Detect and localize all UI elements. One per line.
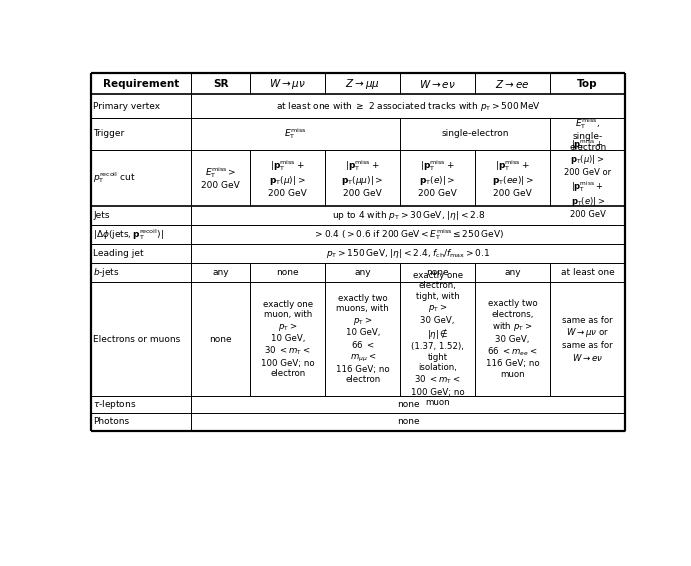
Text: $|\mathbf{p}_{\mathrm{T}}^{\mathrm{miss}} +$
$\mathbf{p}_{\mathrm{T}}(\mu)| >$
2: $|\mathbf{p}_{\mathrm{T}}^{\mathrm{miss}… — [268, 158, 307, 198]
Text: any: any — [354, 268, 371, 277]
Text: $p_{\mathrm{T}} > 150\,\mathrm{GeV}$, $|\eta| < 2.4$, $f_{\mathrm{ch}}/f_{\mathr: $p_{\mathrm{T}} > 150\,\mathrm{GeV}$, $|… — [326, 247, 491, 260]
Text: none: none — [397, 417, 419, 426]
Text: same as for
$W \rightarrow \mu\nu$ or
same as for
$W \rightarrow e\nu$: same as for $W \rightarrow \mu\nu$ or sa… — [562, 315, 613, 362]
Text: Primary vertex: Primary vertex — [93, 101, 160, 110]
Text: Trigger: Trigger — [93, 130, 124, 139]
Text: $Z \rightarrow ee$: $Z \rightarrow ee$ — [495, 78, 530, 89]
Text: at least one: at least one — [561, 268, 614, 277]
Text: $E_{\mathrm{T}}^{\mathrm{miss}}$,
single-
electron: $E_{\mathrm{T}}^{\mathrm{miss}}$, single… — [569, 116, 606, 152]
Text: Leading jet: Leading jet — [93, 249, 144, 258]
Text: $b$-jets: $b$-jets — [93, 266, 120, 279]
Text: single-electron: single-electron — [442, 130, 509, 139]
Text: any: any — [212, 268, 229, 277]
Text: exactly one
electron,
tight, with
$p_{\mathrm{T}} >$
30 GeV,
$|\eta| \notin$
(1.: exactly one electron, tight, with $p_{\m… — [411, 271, 464, 407]
Text: exactly one
muon, with
$p_{\mathrm{T}} >$
10 GeV,
30 $< m_{\mathrm{T}} <$
100 Ge: exactly one muon, with $p_{\mathrm{T}} >… — [261, 300, 314, 378]
Text: none: none — [276, 268, 299, 277]
Text: $W \rightarrow \mu\nu$: $W \rightarrow \mu\nu$ — [269, 76, 306, 91]
Text: $Z \rightarrow \mu\mu$: $Z \rightarrow \mu\mu$ — [346, 76, 380, 91]
Text: Requirement: Requirement — [103, 79, 179, 89]
Text: any: any — [504, 268, 521, 277]
Text: $|\mathbf{p}_{\mathrm{T}}^{\mathrm{miss}} +$
$\mathbf{p}_{\mathrm{T}}(\mu\mu)| >: $|\mathbf{p}_{\mathrm{T}}^{\mathrm{miss}… — [341, 158, 384, 198]
Text: $|\mathbf{p}_{\mathrm{T}}^{\mathrm{miss}} +$
$\mathbf{p}_{\mathrm{T}}(\mu)| >$
2: $|\mathbf{p}_{\mathrm{T}}^{\mathrm{miss}… — [564, 136, 611, 219]
Text: SR: SR — [213, 79, 229, 89]
Text: $|\Delta\phi(\mathrm{jets},\mathbf{p}_{\mathrm{T}}^{\mathrm{recoil}})|$: $|\Delta\phi(\mathrm{jets},\mathbf{p}_{\… — [93, 227, 164, 242]
Text: $W \rightarrow e\nu$: $W \rightarrow e\nu$ — [419, 78, 456, 89]
Text: $p_{\mathrm{T}}^{\mathrm{recoil}}$ cut: $p_{\mathrm{T}}^{\mathrm{recoil}}$ cut — [93, 170, 136, 185]
Text: up to 4 with $p_{\mathrm{T}} > 30\,\mathrm{GeV}$, $|\eta| < 2.8$: up to 4 with $p_{\mathrm{T}} > 30\,\math… — [332, 209, 485, 222]
Text: $E_{\mathrm{T}}^{\mathrm{miss}}$: $E_{\mathrm{T}}^{\mathrm{miss}}$ — [285, 126, 307, 142]
Text: $|\mathbf{p}_{\mathrm{T}}^{\mathrm{miss}} +$
$\mathbf{p}_{\mathrm{T}}(ee)| >$
20: $|\mathbf{p}_{\mathrm{T}}^{\mathrm{miss}… — [491, 158, 533, 198]
Text: exactly two
electrons,
with $p_{\mathrm{T}} >$
30 GeV,
66 $< m_{ee} <$
116 GeV; : exactly two electrons, with $p_{\mathrm{… — [486, 299, 540, 379]
Text: Photons: Photons — [93, 417, 129, 426]
Text: exactly two
muons, with
$p_{\mathrm{T}} >$
10 GeV,
66 $<$
$m_{\mu\mu} <$
116 GeV: exactly two muons, with $p_{\mathrm{T}} … — [336, 294, 390, 384]
Text: $E_{\mathrm{T}}^{\mathrm{miss}} >$
200 GeV: $E_{\mathrm{T}}^{\mathrm{miss}} >$ 200 G… — [201, 165, 240, 190]
Text: $\tau$-leptons: $\tau$-leptons — [93, 398, 137, 411]
Text: Electrons or muons: Electrons or muons — [93, 335, 180, 344]
Text: Jets: Jets — [93, 211, 110, 220]
Text: at least one with $\geq$ 2 associated tracks with $p_{\mathrm{T}} > 500\,\mathrm: at least one with $\geq$ 2 associated tr… — [276, 100, 540, 113]
Text: none: none — [209, 335, 232, 344]
Text: Top: Top — [577, 79, 598, 89]
Text: none: none — [426, 268, 449, 277]
Text: none: none — [397, 400, 419, 409]
Text: $> 0.4$ ($> 0.6$ if $200\,\mathrm{GeV} < E_{\mathrm{T}}^{\mathrm{miss}} \leq 250: $> 0.4$ ($> 0.6$ if $200\,\mathrm{GeV} <… — [313, 227, 504, 242]
Text: $|\mathbf{p}_{\mathrm{T}}^{\mathrm{miss}} +$
$\mathbf{p}_{\mathrm{T}}(e)| >$
200: $|\mathbf{p}_{\mathrm{T}}^{\mathrm{miss}… — [418, 158, 457, 198]
